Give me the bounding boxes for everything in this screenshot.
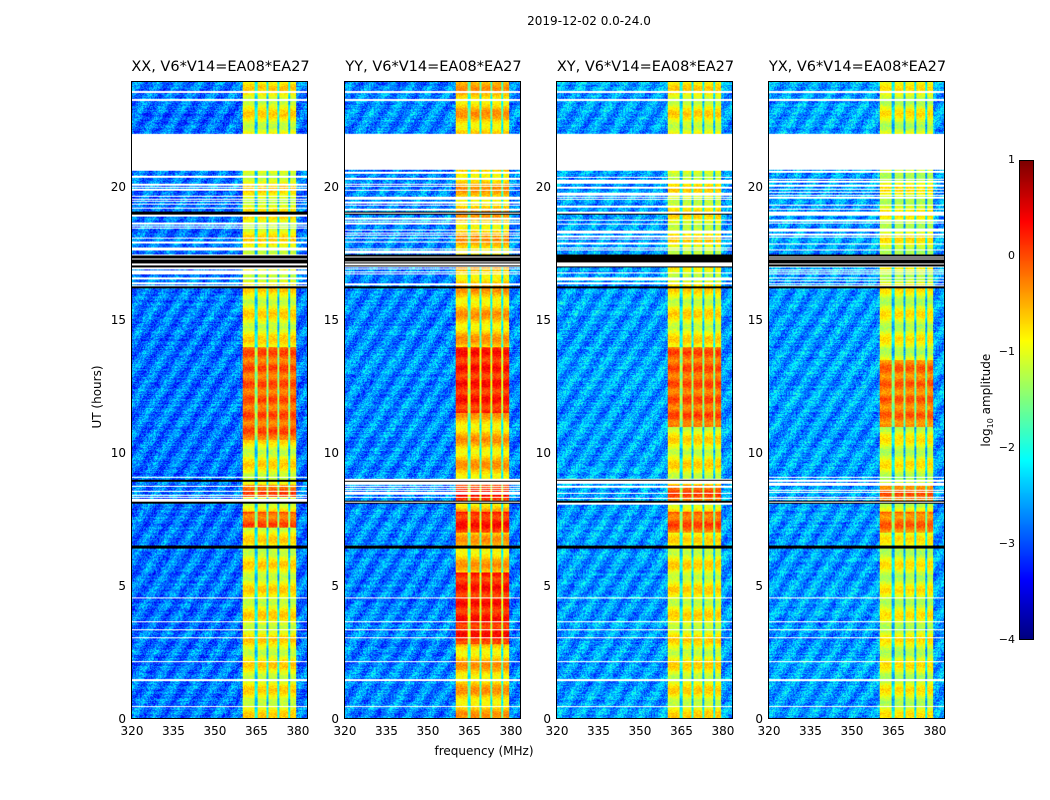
y-tick-label: 5 bbox=[543, 579, 551, 594]
colorbar-tick-label: 0 bbox=[1008, 249, 1015, 262]
heatmap-image bbox=[345, 82, 520, 718]
colorbar: 1 0 −1 −2 −3 −4 bbox=[999, 153, 1034, 646]
x-tick-label: 350 bbox=[203, 724, 227, 738]
x-tick-label: 380 bbox=[499, 724, 523, 738]
heatmap-panel-xx: XX, V6*V14=EA08*EA27 320 335 350 365 380 0 5 10 1… bbox=[111, 59, 310, 738]
x-tick-label: 350 bbox=[416, 724, 440, 738]
heatmap-panel-xy: XY, V6*V14=EA08*EA27 320 335 350 365 380 0 5 10 1… bbox=[536, 59, 735, 738]
y-tick-label: 10 bbox=[323, 446, 339, 461]
y-tick-label: 15 bbox=[110, 313, 126, 328]
y-tick-label: 10 bbox=[747, 446, 763, 461]
x-tick-label: 320 bbox=[120, 724, 144, 738]
colorbar-tick-label: 1 bbox=[1008, 153, 1015, 166]
x-tick-label: 320 bbox=[757, 724, 781, 738]
panel-title: YX, V6*V14=EA08*EA27 bbox=[768, 59, 947, 75]
heatmap-panel-yx: YX, V6*V14=EA08*EA27 320 335 350 365 380 0 5 10 1… bbox=[748, 59, 947, 738]
x-tick-label: 350 bbox=[840, 724, 864, 738]
x-tick-label: 350 bbox=[628, 724, 652, 738]
y-tick-label: 15 bbox=[535, 313, 551, 328]
y-tick-label: 0 bbox=[118, 712, 126, 726]
y-tick-label: 20 bbox=[323, 180, 339, 195]
colorbar-tick-label: −1 bbox=[998, 345, 1015, 358]
x-tick-label: 320 bbox=[333, 724, 357, 738]
x-tick-label: 380 bbox=[923, 724, 947, 738]
x-tick-label: 335 bbox=[375, 724, 398, 738]
figure-title: 2019-12-02 0.0-24.0 bbox=[527, 14, 651, 28]
y-tick-label: 0 bbox=[755, 712, 763, 726]
y-tick-label: 15 bbox=[323, 313, 339, 328]
y-tick-label: 20 bbox=[535, 180, 551, 195]
panel-title: XY, V6*V14=EA08*EA27 bbox=[556, 59, 735, 75]
x-axis-label: frequency (MHz) bbox=[434, 744, 534, 758]
colorbar-tick-label: −4 bbox=[998, 633, 1015, 646]
x-tick-label: 380 bbox=[286, 724, 310, 738]
colorbar-tick-label: −3 bbox=[998, 537, 1015, 550]
x-tick-label: 380 bbox=[711, 724, 735, 738]
y-tick-label: 15 bbox=[747, 313, 763, 328]
y-axis-label: UT (hours) bbox=[90, 365, 104, 429]
y-tick-label: 20 bbox=[110, 180, 126, 195]
y-tick-label: 5 bbox=[755, 579, 763, 594]
y-tick-label: 0 bbox=[543, 712, 551, 726]
heatmap-image bbox=[132, 82, 307, 718]
x-tick-label: 320 bbox=[545, 724, 569, 738]
y-tick-label: 10 bbox=[535, 446, 551, 461]
panel-title: XX, V6*V14=EA08*EA27 bbox=[131, 59, 310, 75]
y-tick-label: 5 bbox=[118, 579, 126, 594]
panel-title: YY, V6*V14=EA08*EA27 bbox=[345, 59, 522, 75]
heatmap-image bbox=[769, 82, 944, 718]
x-tick-label: 335 bbox=[162, 724, 185, 738]
y-tick-label: 5 bbox=[331, 579, 339, 594]
y-tick-label: 10 bbox=[110, 446, 126, 461]
y-tick-label: 20 bbox=[747, 180, 763, 195]
x-tick-label: 365 bbox=[670, 724, 693, 738]
heatmap-image bbox=[557, 82, 732, 718]
colorbar-label: log10 amplitude bbox=[978, 353, 996, 447]
x-tick-label: 335 bbox=[587, 724, 610, 738]
x-tick-label: 335 bbox=[799, 724, 822, 738]
colorbar-tick-label: −2 bbox=[998, 441, 1015, 454]
heatmap-panel-yy: YY, V6*V14=EA08*EA27 320 335 350 365 380 0 5 10 1… bbox=[324, 59, 523, 738]
x-tick-label: 365 bbox=[245, 724, 268, 738]
x-tick-label: 365 bbox=[882, 724, 905, 738]
x-tick-label: 365 bbox=[458, 724, 481, 738]
y-tick-label: 0 bbox=[331, 712, 339, 726]
